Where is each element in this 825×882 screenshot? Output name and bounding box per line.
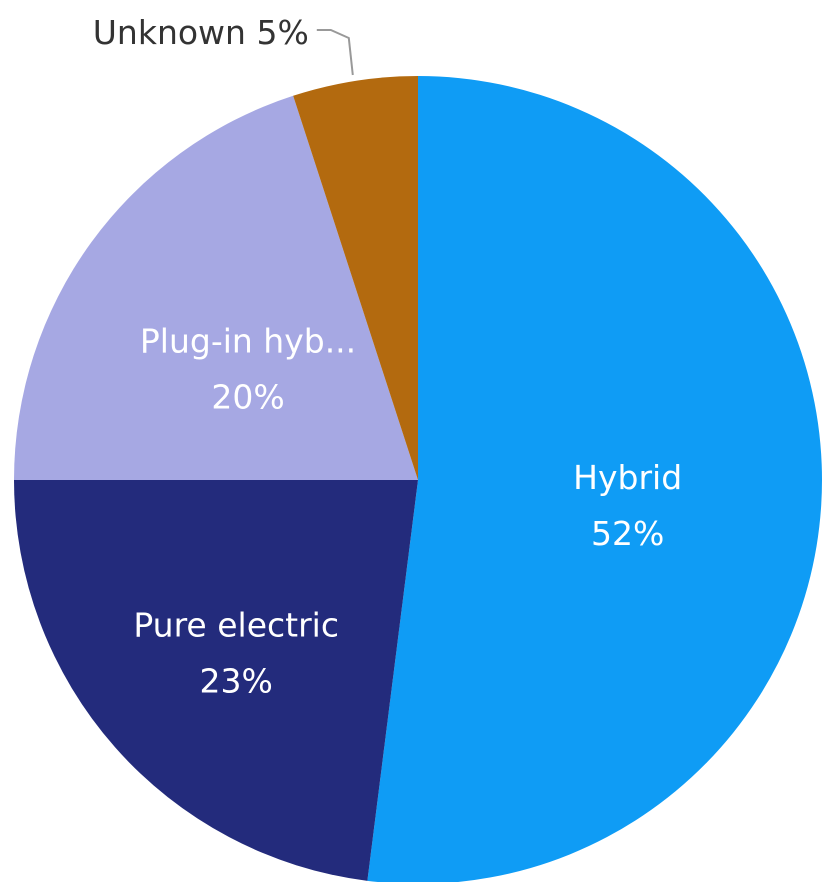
slice-label-pure-electric-value: 23% (199, 661, 272, 700)
slice-unknown (293, 76, 418, 480)
slice-label-hybrid-value: 52% (591, 514, 664, 553)
slice-label-unknown: Unknown 5% (93, 13, 309, 52)
slices-layer (14, 76, 823, 882)
leader-line-unknown (316, 29, 354, 76)
slice-label-plug-in-hyb-value: 20% (211, 378, 284, 417)
slice-hybrid (367, 76, 823, 882)
slice-plug-in-hyb (14, 95, 418, 481)
slice-label-plug-in-hyb-name: Plug-in hyb... (140, 322, 356, 361)
slice-pure-electric (14, 480, 418, 881)
labels-layer: Hybrid 52% Pure electric 23% Plug-in hyb... 2… (93, 13, 682, 700)
slice-label-pure-electric-name: Pure electric (133, 605, 339, 644)
slice-label-hybrid-name: Hybrid (573, 458, 682, 497)
